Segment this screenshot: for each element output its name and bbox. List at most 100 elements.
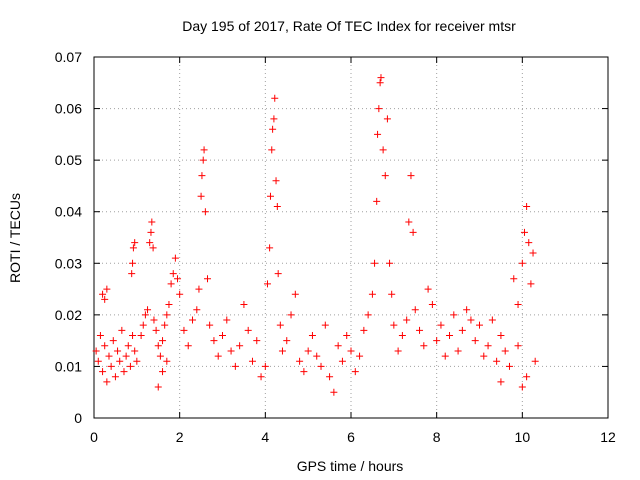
- data-point-marker: [94, 357, 102, 365]
- data-point-marker: [236, 342, 244, 350]
- data-point-marker: [206, 321, 214, 329]
- data-point-marker: [169, 270, 177, 278]
- data-point-marker: [493, 357, 501, 365]
- data-point-marker: [240, 301, 248, 309]
- data-point-marker: [374, 130, 382, 138]
- data-point-marker: [139, 321, 147, 329]
- data-point-marker: [531, 357, 539, 365]
- data-point-marker: [273, 203, 281, 211]
- data-point-marker: [351, 368, 359, 376]
- data-point-marker: [274, 270, 282, 278]
- data-point-marker: [219, 331, 226, 339]
- data-point-marker: [109, 337, 117, 345]
- data-point-marker: [268, 146, 276, 154]
- data-point-marker: [458, 326, 466, 334]
- data-point-marker: [360, 326, 368, 334]
- data-point-marker: [214, 352, 222, 360]
- data-point-marker: [152, 326, 160, 334]
- grid-lines: [94, 57, 608, 418]
- data-point-marker: [523, 203, 531, 211]
- data-point-marker: [223, 316, 231, 324]
- data-point-marker: [386, 259, 394, 267]
- data-point-marker: [131, 347, 139, 355]
- data-point-marker: [381, 172, 389, 180]
- data-point-marker: [343, 331, 351, 339]
- data-point-marker: [263, 280, 271, 288]
- data-point-marker: [527, 280, 535, 288]
- data-point-marker: [244, 326, 252, 334]
- data-point-marker: [114, 347, 122, 355]
- data-point-marker: [129, 244, 137, 252]
- data-point-marker: [272, 177, 280, 185]
- data-point-marker: [96, 331, 104, 339]
- data-point-marker: [204, 275, 212, 283]
- data-point-marker: [261, 362, 269, 370]
- data-point-marker: [144, 306, 152, 314]
- data-point-marker: [159, 337, 167, 345]
- data-point-marker: [510, 275, 518, 283]
- data-point-marker: [107, 362, 115, 370]
- data-point-marker: [201, 208, 209, 216]
- data-point-marker: [371, 259, 379, 267]
- data-point-marker: [304, 347, 312, 355]
- data-point-marker: [420, 342, 428, 350]
- data-point-marker: [189, 316, 197, 324]
- data-point-marker: [424, 285, 432, 293]
- data-point-marker: [266, 192, 274, 200]
- data-point-marker: [150, 316, 158, 324]
- data-point-marker: [497, 378, 505, 386]
- data-point-marker: [193, 306, 201, 314]
- data-point-marker: [416, 326, 424, 334]
- data-point-marker: [161, 321, 169, 329]
- data-point-marker: [334, 342, 342, 350]
- data-point-marker: [99, 290, 107, 298]
- data-point-marker: [437, 321, 445, 329]
- data-point-marker: [428, 301, 436, 309]
- data-point-marker: [147, 228, 155, 236]
- x-tick-label: 6: [347, 429, 355, 445]
- data-point-marker: [200, 146, 208, 154]
- data-point-marker: [283, 337, 291, 345]
- data-point-marker: [330, 388, 338, 396]
- data-point-marker: [126, 362, 134, 370]
- data-point-marker: [476, 321, 483, 329]
- data-point-marker: [101, 295, 109, 303]
- data-point-marker: [338, 357, 346, 365]
- data-point-marker: [403, 316, 411, 324]
- data-point-marker: [120, 368, 128, 376]
- x-tick-label: 8: [433, 429, 441, 445]
- data-point-marker: [154, 342, 162, 350]
- data-point-marker: [199, 156, 207, 164]
- data-point-marker: [388, 290, 396, 298]
- y-tick-label: 0.07: [55, 49, 82, 65]
- x-axis-title: GPS time / hours: [297, 458, 404, 474]
- y-tick-label: 0.03: [55, 255, 82, 271]
- data-point-marker: [484, 342, 492, 350]
- data-point-marker: [133, 357, 141, 365]
- chart-title: Day 195 of 2017, Rate Of TEC Index for r…: [182, 18, 516, 34]
- data-point-marker: [317, 362, 325, 370]
- data-point-marker: [180, 326, 188, 334]
- data-point-marker: [411, 306, 419, 314]
- data-point-marker: [398, 331, 406, 339]
- data-point-marker: [271, 94, 279, 102]
- data-point-marker: [253, 337, 261, 345]
- data-point-marker: [198, 172, 206, 180]
- data-point-marker: [129, 331, 137, 339]
- data-point-marker: [529, 249, 537, 257]
- data-point-marker: [407, 172, 415, 180]
- data-point-marker: [257, 373, 265, 381]
- data-point-marker: [321, 321, 329, 329]
- x-tick-label: 0: [90, 429, 98, 445]
- data-point-marker: [364, 311, 372, 319]
- y-tick-label: 0.06: [55, 101, 82, 117]
- data-point-marker: [167, 280, 175, 288]
- data-point-marker: [501, 347, 509, 355]
- data-point-marker: [210, 337, 218, 345]
- data-point-marker: [433, 337, 441, 345]
- data-point-marker: [347, 347, 355, 355]
- data-point-marker: [278, 347, 286, 355]
- data-point-marker: [296, 357, 304, 365]
